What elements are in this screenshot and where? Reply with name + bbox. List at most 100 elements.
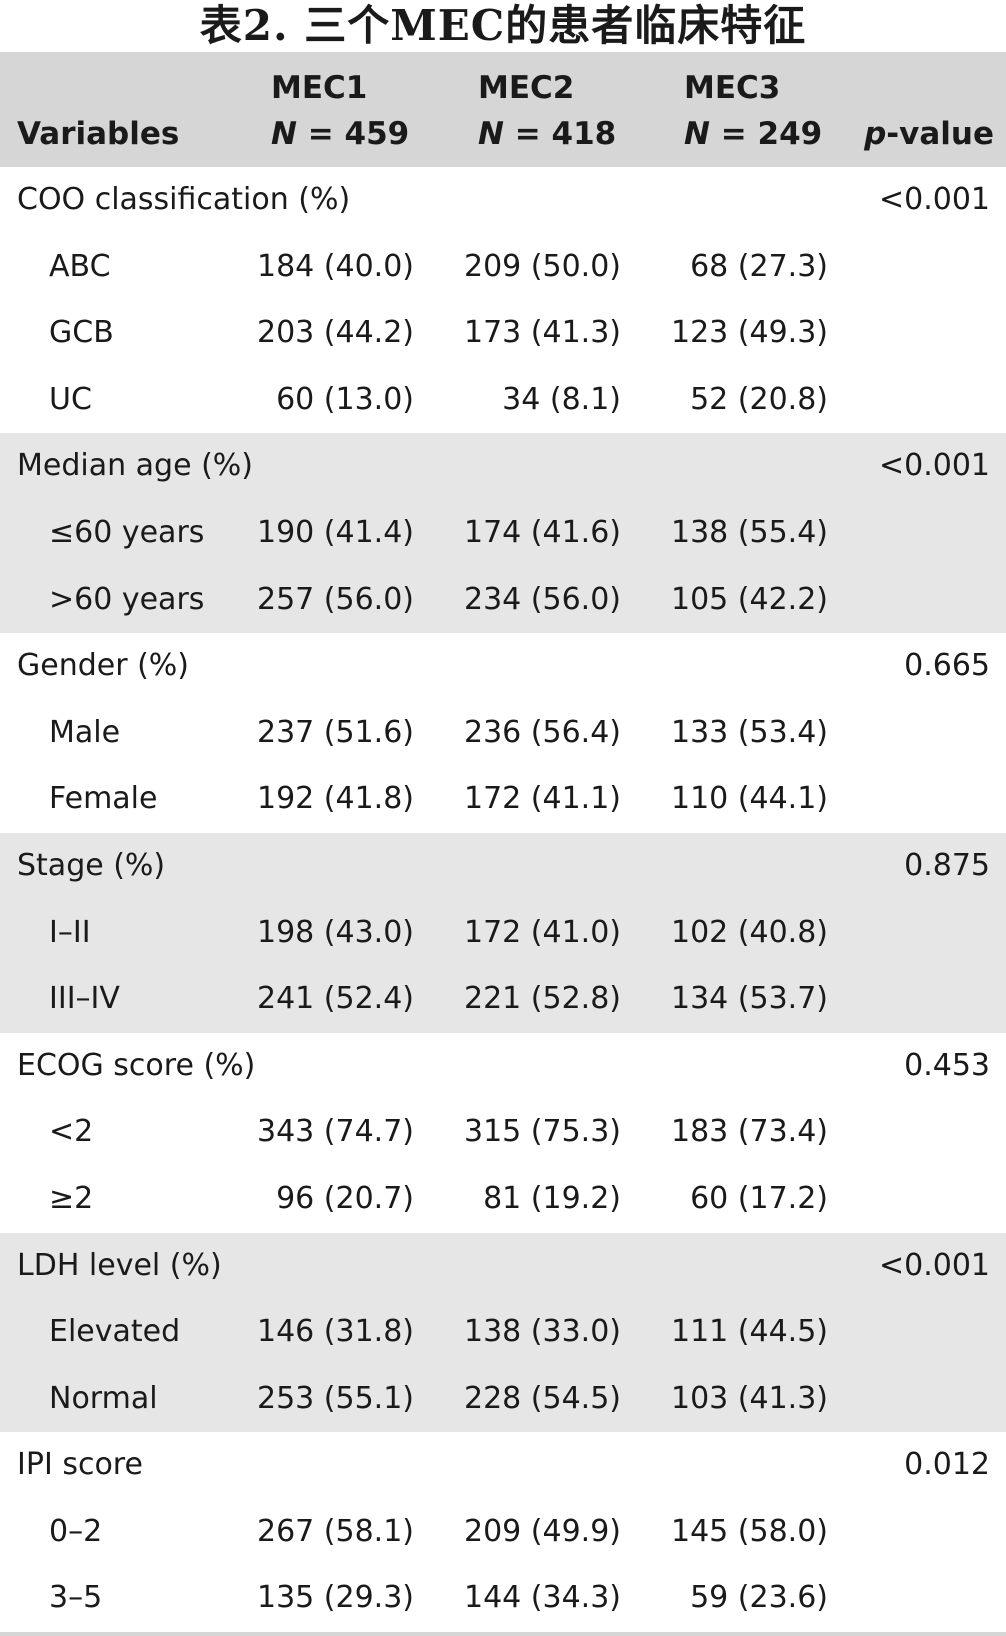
row-label: ABC [49,248,111,284]
mec3-value: 183 (73.4) [670,1114,828,1150]
row-label: Elevated [49,1314,181,1350]
table-row: III–IV 241 (52.4) 221 (52.8) 134 (53.7) [0,966,1006,1033]
clinical-characteristics-table: Variables MEC1 N = 459 MEC2 N = 418 MEC3… [0,52,1006,1636]
group-label: COO classification (%) [17,182,351,217]
mec2-value: 221 (52.8) [463,981,621,1017]
header-mec2-name: MEC2 [478,70,575,106]
group-pvalue: <0.001 [878,182,990,217]
row-label: ≤60 years [49,514,205,550]
group-label: Median age (%) [17,448,253,484]
table-group: IPI score 0.012 0–2 267 (58.1) 209 (49.9) 145… [0,1432,1006,1632]
mec1-value: 237 (51.6) [256,714,414,750]
mec1-value: 253 (55.1) [256,1380,414,1416]
table-group: Gender (%) 0.665 Male 237 (51.6) 236 (56.4) 1… [0,633,1006,833]
mec3-value: 59 (23.6) [690,1580,828,1616]
mec3-value: 111 (44.5) [670,1314,828,1350]
mec1-value: 267 (58.1) [256,1513,414,1549]
table-row: 3–5 135 (29.3) 144 (34.3) 59 (23.6) [0,1565,1006,1632]
row-label: ≥2 [49,1180,94,1216]
mec1-value: 184 (40.0) [256,248,414,284]
table-row: GCB 203 (44.2) 173 (41.3) 123 (49.3) [0,300,1006,367]
group-header-row: ECOG score (%) 0.453 [0,1033,1006,1100]
mec2-value: 173 (41.3) [463,315,621,351]
mec3-value: 133 (53.4) [670,714,828,750]
group-label: ECOG score (%) [17,1047,256,1083]
mec1-value: 203 (44.2) [256,315,414,351]
mec2-value: 209 (50.0) [463,248,621,284]
mec3-value: 103 (41.3) [670,1380,828,1416]
mec1-value: 241 (52.4) [256,981,414,1017]
mec1-value: 96 (20.7) [276,1180,414,1216]
header-variables: Variables [17,116,180,152]
header-mec1-name: MEC1 [271,70,368,106]
mec3-value: 102 (40.8) [670,914,828,950]
mec3-value: 123 (49.3) [670,315,828,351]
header-mec3-n: N = 249 [684,116,823,152]
mec2-value: 234 (56.0) [463,581,621,617]
table-row: ≤60 years 190 (41.4) 174 (41.6) 138 (55.4) [0,500,1006,567]
mec2-value: 172 (41.1) [463,781,621,817]
row-label: Female [49,781,158,817]
table-row: Female 192 (41.8) 172 (41.1) 110 (44.1) [0,766,1006,833]
mec3-value: 134 (53.7) [670,981,828,1017]
table-row: Elevated 146 (31.8) 138 (33.0) 111 (44.5) [0,1299,1006,1366]
mec2-value: 315 (75.3) [463,1114,621,1150]
header-pvalue: p-value [864,116,994,152]
mec3-value: 105 (42.2) [670,581,828,617]
mec2-value: 144 (34.3) [463,1580,621,1616]
table-header: Variables MEC1 N = 459 MEC2 N = 418 MEC3… [0,52,1006,167]
mec1-value: 343 (74.7) [256,1114,414,1150]
group-pvalue: 0.665 [904,648,990,684]
group-header-row: Median age (%) <0.001 [0,433,1006,500]
group-label: Stage (%) [17,847,166,883]
mec1-value: 198 (43.0) [256,914,414,950]
mec2-value: 236 (56.4) [463,714,621,750]
row-label: Normal [49,1380,158,1416]
table-group: ECOG score (%) 0.453 <2 343 (74.7) 315 (75.3… [0,1033,1006,1233]
group-pvalue: <0.001 [878,1247,990,1283]
mec1-value: 146 (31.8) [256,1314,414,1350]
group-header-row: Stage (%) 0.875 [0,833,1006,900]
table-row: Normal 253 (55.1) 228 (54.5) 103 (41.3) [0,1366,1006,1433]
mec2-value: 174 (41.6) [463,514,621,550]
row-label: GCB [49,315,114,351]
table-row: Male 237 (51.6) 236 (56.4) 133 (53.4) [0,700,1006,767]
mec1-value: 135 (29.3) [256,1580,414,1616]
mec3-value: 145 (58.0) [670,1513,828,1549]
table-row: ≥2 96 (20.7) 81 (19.2) 60 (17.2) [0,1166,1006,1233]
row-label: >60 years [49,581,205,617]
group-header-row: Gender (%) 0.665 [0,633,1006,700]
table-row: ABC 184 (40.0) 209 (50.0) 68 (27.3) [0,234,1006,301]
table-body: COO classification (%) <0.001 ABC 184 (40.0… [0,167,1006,1632]
row-label: I–II [49,914,91,950]
table-group: Median age (%) <0.001 ≤60 years 190 (41.4) 1… [0,433,1006,634]
table-row: I–II 198 (43.0) 172 (41.0) 102 (40.8) [0,900,1006,967]
table-group: COO classification (%) <0.001 ABC 184 (40.0… [0,167,1006,433]
mec2-value: 138 (33.0) [463,1314,621,1350]
table-group: Stage (%) 0.875 I–II 198 (43.0) 172 (41.0) 10… [0,832,1006,1033]
row-label: <2 [49,1114,94,1150]
table-row: <2 343 (74.7) 315 (75.3) 183 (73.4) [0,1099,1006,1166]
mec3-value: 52 (20.8) [690,381,828,417]
group-pvalue: 0.875 [904,847,990,883]
mec2-value: 228 (54.5) [463,1380,621,1416]
mec2-value: 34 (8.1) [502,381,621,417]
mec1-value: 190 (41.4) [256,514,414,550]
mec2-value: 172 (41.0) [463,914,621,950]
table-row: UC 60 (13.0) 34 (8.1) 52 (20.8) [0,367,1006,434]
table-row: >60 years 257 (56.0) 234 (56.0) 105 (42.2) [0,567,1006,634]
group-header-row: IPI score 0.012 [0,1432,1006,1499]
mec3-value: 110 (44.1) [670,781,828,817]
mec2-value: 209 (49.9) [463,1513,621,1549]
mec1-value: 192 (41.8) [256,781,414,817]
header-mec1-n: N = 459 [271,116,410,152]
group-pvalue: 0.012 [904,1447,990,1483]
mec2-value: 81 (19.2) [483,1180,621,1216]
header-mec2-n: N = 418 [478,116,617,152]
header-mec3-name: MEC3 [684,70,781,106]
row-label: 3–5 [49,1580,103,1616]
mec1-value: 257 (56.0) [256,581,414,617]
group-label: Gender (%) [17,648,190,684]
mec3-value: 138 (55.4) [670,514,828,550]
group-pvalue: 0.453 [904,1047,990,1083]
